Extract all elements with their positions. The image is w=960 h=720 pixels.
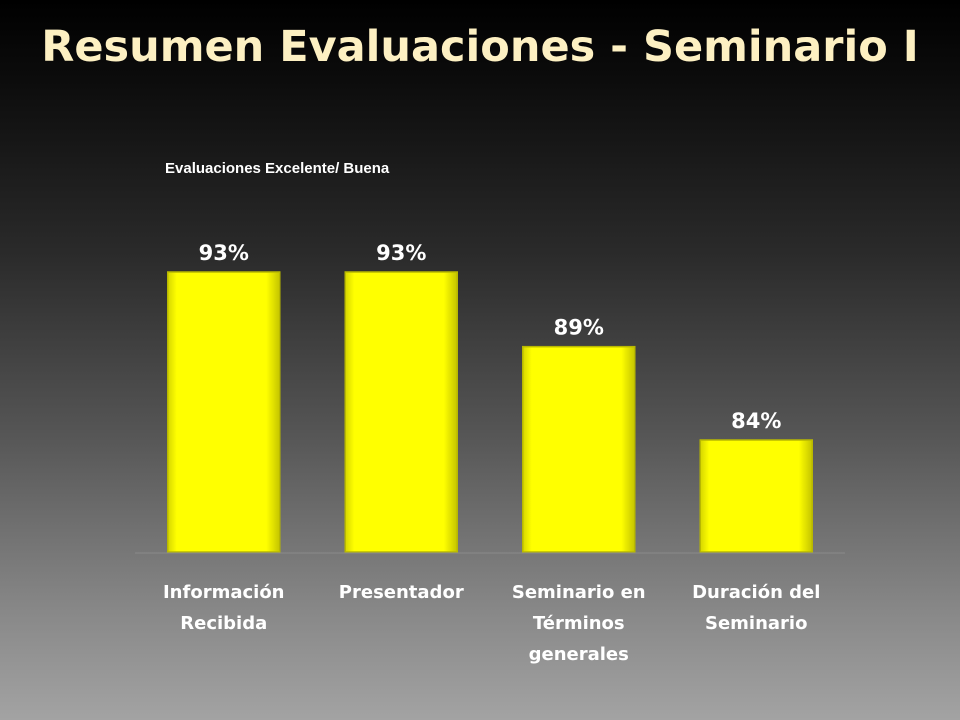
category-label-0: Información Recibida: [163, 582, 285, 634]
data-label-2: 89%: [554, 316, 604, 340]
data-label-0: 93%: [199, 241, 249, 265]
bar-3: [699, 439, 813, 553]
category-label-0-line-0: Información: [163, 582, 285, 603]
category-label-3: Duración del Seminario: [692, 582, 820, 634]
bar-0: [167, 271, 281, 553]
category-label-2-line-1: Términos: [533, 613, 625, 634]
category-label-1-line-0: Presentador: [339, 582, 464, 603]
category-label-2-line-0: Seminario en: [512, 582, 646, 603]
category-label-1: Presentador: [339, 582, 464, 603]
data-label-3: 84%: [731, 409, 781, 433]
chart-subtitle: Evaluaciones Excelente/ Buena: [165, 160, 390, 177]
category-label-0-line-1: Recibida: [180, 613, 267, 634]
bar-2: [522, 345, 636, 553]
category-label-2: Seminario en Términos generales: [512, 582, 646, 665]
slide-title: Resumen Evaluaciones - Seminario I: [41, 22, 919, 72]
category-label-3-line-1: Seminario: [705, 613, 807, 634]
category-label-3-line-0: Duración del: [692, 582, 820, 603]
bar-1: [344, 271, 458, 553]
data-label-1: 93%: [376, 241, 426, 265]
category-label-2-line-2: generales: [529, 644, 629, 665]
